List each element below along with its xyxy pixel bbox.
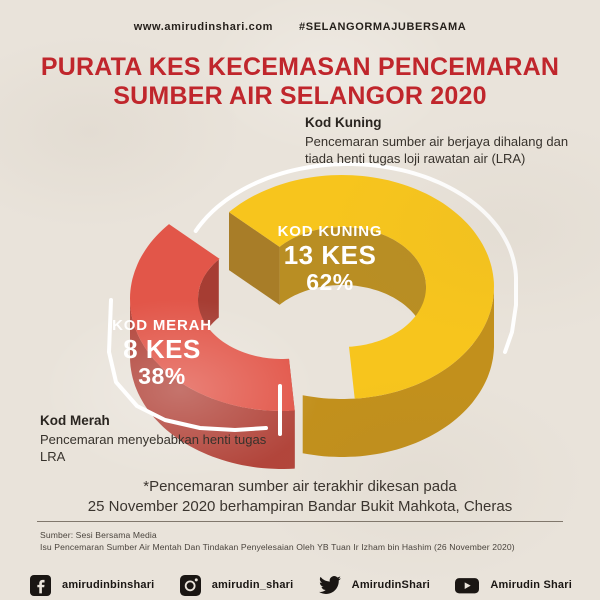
- segment-inner-wall-0: [279, 227, 426, 344]
- social-footer: amirudinbinshari amirudin_shari Amirudin…: [0, 570, 600, 600]
- social-instagram[interactable]: amirudin_shari: [179, 574, 294, 596]
- footnote-line1: *Pencemaran sumber air terakhir dikesan …: [143, 478, 457, 495]
- outline-arc-bottom-left: [107, 298, 268, 432]
- segment-cut-face-0: [229, 212, 280, 305]
- footnote: *Pencemaran sumber air terakhir dikesan …: [0, 477, 600, 518]
- annotation-kod-merah-title: Kod Merah: [40, 413, 110, 428]
- twitter-icon: [318, 574, 341, 596]
- instagram-icon: [179, 574, 201, 596]
- twitter-handle: AmirudinShari: [351, 579, 431, 591]
- youtube-icon: [455, 575, 480, 596]
- kod-merah-cases: 8 KES: [123, 334, 201, 365]
- social-facebook[interactable]: amirudinbinshari: [30, 574, 155, 596]
- instagram-handle: amirudin_shari: [211, 579, 294, 591]
- kod-merah-pct: 38%: [138, 362, 186, 389]
- chart-label-kod-merah: KOD MERAH 8 KES 38%: [112, 318, 212, 388]
- kod-kuning-name: KOD KUNING: [277, 223, 383, 240]
- source-line2: Isu Pencemaran Sumber Air Mentah Dan Tin…: [40, 542, 515, 553]
- outline-arc-top-right: [193, 162, 518, 354]
- annotation-kod-kuning-title: Kod Kuning: [305, 115, 382, 130]
- annotation-kod-merah-desc: Pencemaran menyebabkan henti tugas LRA: [40, 431, 267, 464]
- social-youtube[interactable]: Amirudin Shari: [455, 575, 572, 596]
- annotation-kod-kuning-desc: Pencemaran sumber air berjaya dihalang d…: [305, 133, 569, 166]
- segment-top-0: [229, 175, 494, 399]
- source-line1: Sumber: Sesi Bersama Media: [40, 530, 157, 540]
- source-text: Sumber: Sesi Bersama Media Isu Pencemara…: [40, 529, 580, 553]
- facebook-icon: [30, 574, 51, 596]
- social-twitter[interactable]: AmirudinShari: [318, 574, 431, 596]
- page-title-line2: SUMBER AIR SELANGOR 2020: [113, 82, 487, 110]
- chart-label-kod-kuning: KOD KUNING 13 KES 62%: [278, 224, 383, 294]
- white-outline-decor: [107, 162, 518, 436]
- youtube-handle: Amirudin Shari: [490, 579, 572, 591]
- facebook-handle: amirudinbinshari: [62, 579, 155, 591]
- kod-kuning-pct: 62%: [306, 268, 354, 295]
- hashtag: #SELANGORMAJUBERSAMA: [299, 21, 467, 33]
- page-title-line1: PURATA KES KECEMASAN PENCEMARAN: [40, 53, 560, 81]
- annotation-kod-merah: Kod Merah Pencemaran menyebabkan henti t…: [40, 412, 270, 465]
- segment-top-1: [130, 224, 295, 411]
- website-url: www.amirudinshari.com: [133, 21, 274, 33]
- kod-merah-name: KOD MERAH: [112, 317, 212, 334]
- segment-side-wall-0: [302, 289, 494, 457]
- footnote-line2: 25 November 2020 berhampiran Bandar Buki…: [87, 498, 513, 516]
- page-title: PURATA KES KECEMASAN PENCEMARAN SUMBER A…: [0, 53, 600, 111]
- annotation-kod-kuning: Kod Kuning Pencemaran sumber air berjaya…: [305, 114, 585, 167]
- divider-line: [37, 521, 563, 522]
- kod-kuning-cases: 13 KES: [283, 240, 377, 271]
- top-header: www.amirudinshari.com #SELANGORMAJUBERSA…: [0, 21, 600, 33]
